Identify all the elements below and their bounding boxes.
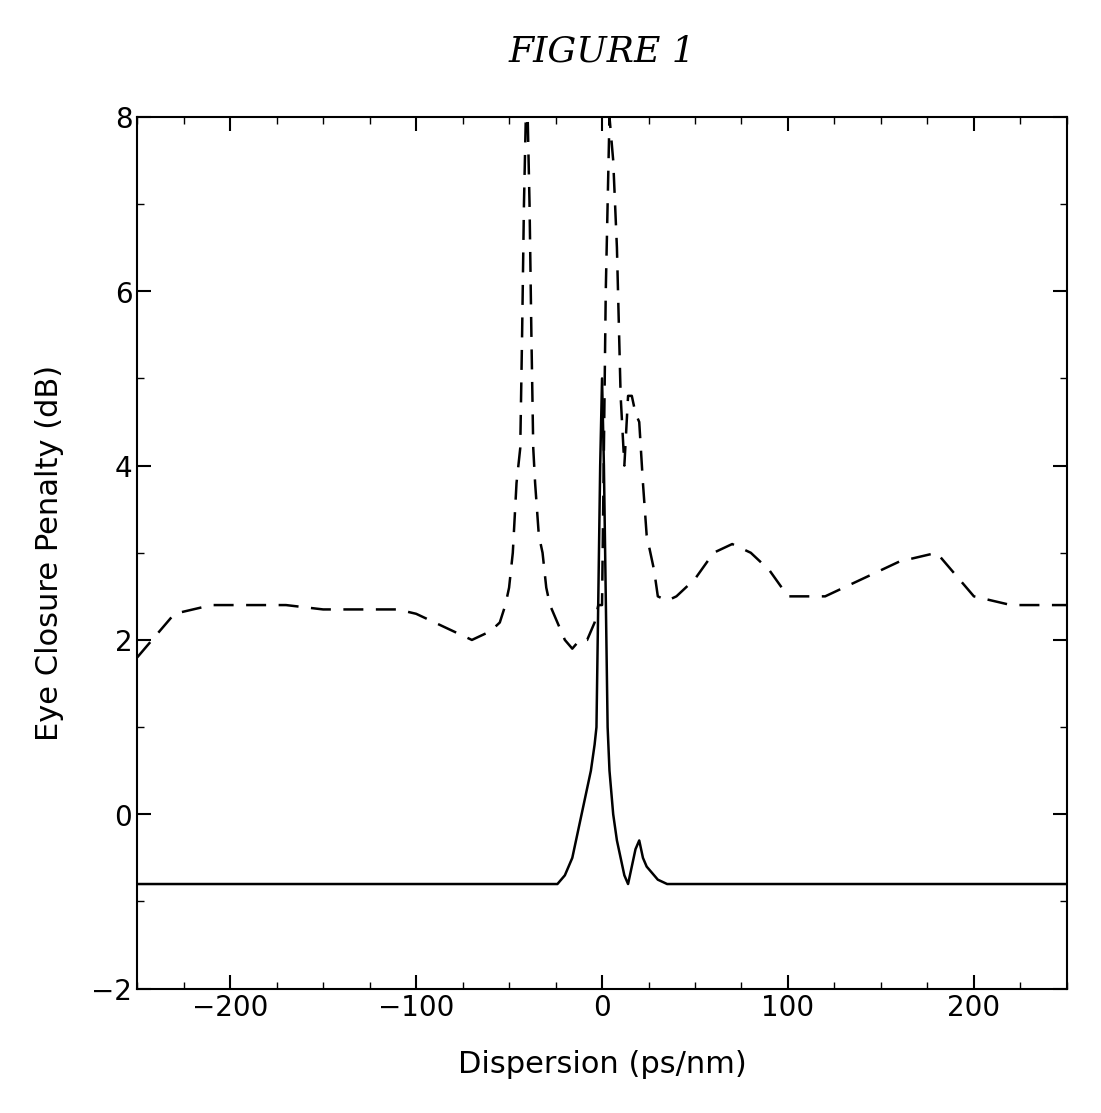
X-axis label: Dispersion (ps/nm): Dispersion (ps/nm) (457, 1050, 746, 1078)
Y-axis label: Eye Closure Penalty (dB): Eye Closure Penalty (dB) (35, 365, 64, 741)
Title: FIGURE 1: FIGURE 1 (509, 35, 695, 69)
